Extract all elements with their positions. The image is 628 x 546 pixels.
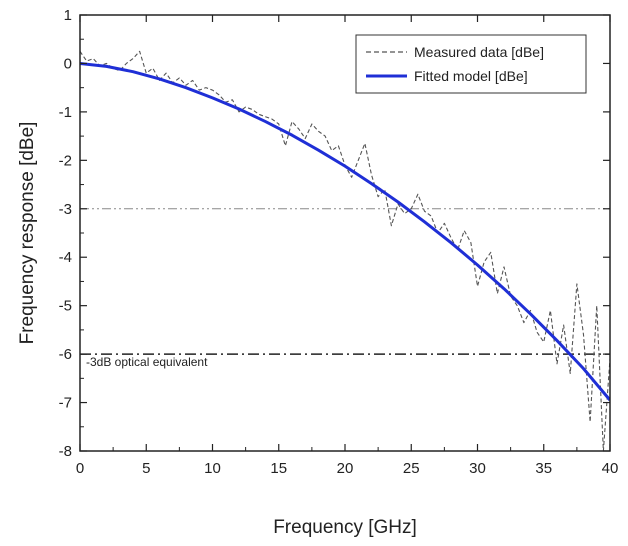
y-tick-label: -1	[59, 104, 72, 121]
x-tick-label: 5	[142, 460, 150, 477]
data-series	[80, 50, 610, 451]
y-tick-label: -6	[59, 346, 72, 363]
fitted-model-line	[80, 61, 610, 402]
x-tick-label: 10	[204, 460, 221, 477]
reference-lines	[80, 208, 610, 355]
legend-box	[355, 34, 587, 94]
y-tick-label: 0	[64, 55, 72, 72]
x-tick-label: 20	[337, 460, 354, 477]
y-tick-label: -4	[59, 249, 72, 266]
measured-data-line	[80, 50, 610, 451]
y-tick-label: 1	[64, 7, 72, 24]
legend-label-fitted: Fitted model [dBe]	[414, 68, 528, 84]
y-tick-label: -2	[59, 152, 72, 169]
x-tick-label: 40	[602, 460, 619, 477]
y-tick-label: -3	[59, 201, 72, 218]
x-tick-label: 15	[270, 460, 287, 477]
legend: Measured data [dBe] Fitted model [dBe]	[355, 34, 587, 94]
x-tick-label: 35	[535, 460, 552, 477]
x-tick-label: 30	[469, 460, 486, 477]
x-axis-title: Frequency [GHz]	[273, 517, 417, 538]
y-tick-label: -8	[59, 443, 72, 460]
y-tick-label: -7	[59, 395, 72, 412]
y-axis-title: Frequency response [dBe]	[17, 122, 38, 345]
y-tick-label: -5	[59, 298, 72, 315]
x-tick-label: 0	[76, 460, 84, 477]
optical-equivalent-annotation: -3dB optical equivalent	[86, 355, 208, 369]
x-tick-label: 25	[403, 460, 420, 477]
legend-label-measured: Measured data [dBe]	[414, 44, 544, 60]
